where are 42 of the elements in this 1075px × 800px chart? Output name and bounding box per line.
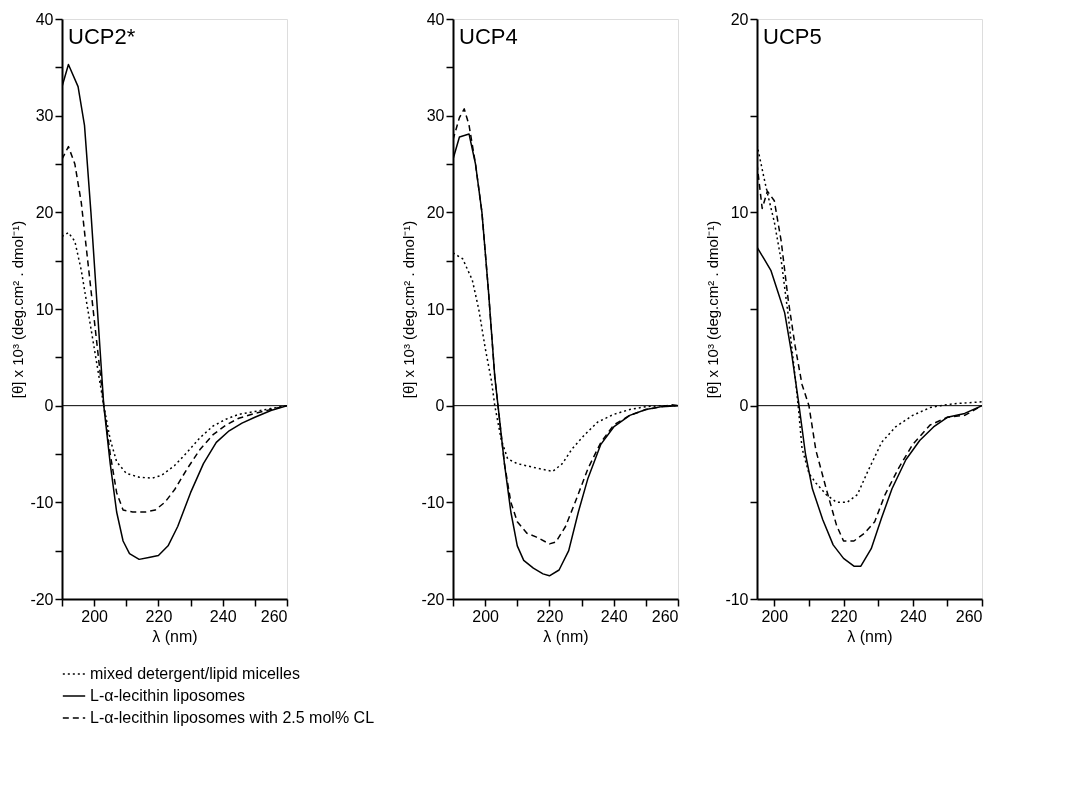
y-axis-title: [θ] x 10³ (deg.cm² . dmol⁻¹) [400, 220, 418, 399]
x-axis-title: λ (nm) [152, 627, 198, 645]
x-tick-label: 220 [536, 607, 564, 625]
y-tick-label: 20 [730, 10, 749, 28]
x-tick-label: 220 [830, 607, 858, 625]
y-tick-label: 20 [35, 203, 54, 221]
y-tick-label: -20 [421, 590, 445, 608]
y-tick-label: -10 [421, 493, 445, 511]
x-tick-label: 200 [761, 607, 789, 625]
y-tick-label: -20 [30, 590, 54, 608]
x-tick-label: 260 [955, 607, 983, 625]
chart-title: UCP2* [68, 24, 136, 49]
x-tick-label: 240 [600, 607, 628, 625]
x-axis-title: λ (nm) [543, 627, 589, 645]
y-tick-label: 0 [435, 397, 445, 415]
chart-title: UCP5 [763, 24, 822, 49]
x-axis-title: λ (nm) [847, 627, 893, 645]
y-tick-label: 10 [730, 203, 749, 221]
x-tick-label: 260 [651, 607, 679, 625]
y-tick-label: 30 [426, 107, 445, 125]
x-tick-label: 240 [209, 607, 237, 625]
y-tick-label: 40 [426, 10, 445, 28]
legend-label: L-α-lecithin liposomes with 2.5 mol% CL [90, 709, 375, 726]
x-tick-label: 260 [260, 607, 288, 625]
y-axis-title: [θ] x 10³ (deg.cm² . dmol⁻¹) [9, 220, 27, 399]
y-tick-label: -10 [725, 590, 749, 608]
y-tick-label: 40 [35, 10, 54, 28]
x-tick-label: 220 [145, 607, 173, 625]
chart-title: UCP4 [459, 24, 518, 49]
y-tick-label: 30 [35, 107, 54, 125]
y-tick-label: 10 [35, 300, 54, 318]
y-tick-label: -10 [30, 493, 54, 511]
y-tick-label: 0 [739, 397, 749, 415]
y-axis-title: [θ] x 10³ (deg.cm² . dmol⁻¹) [704, 220, 722, 399]
legend-label: L-α-lecithin liposomes [90, 687, 246, 704]
y-tick-label: 10 [426, 300, 445, 318]
y-tick-label: 0 [44, 397, 54, 415]
y-tick-label: 20 [426, 203, 445, 221]
x-tick-label: 240 [899, 607, 927, 625]
legend-label: mixed detergent/lipid micelles [90, 665, 300, 682]
x-tick-label: 200 [81, 607, 109, 625]
x-tick-label: 200 [472, 607, 500, 625]
